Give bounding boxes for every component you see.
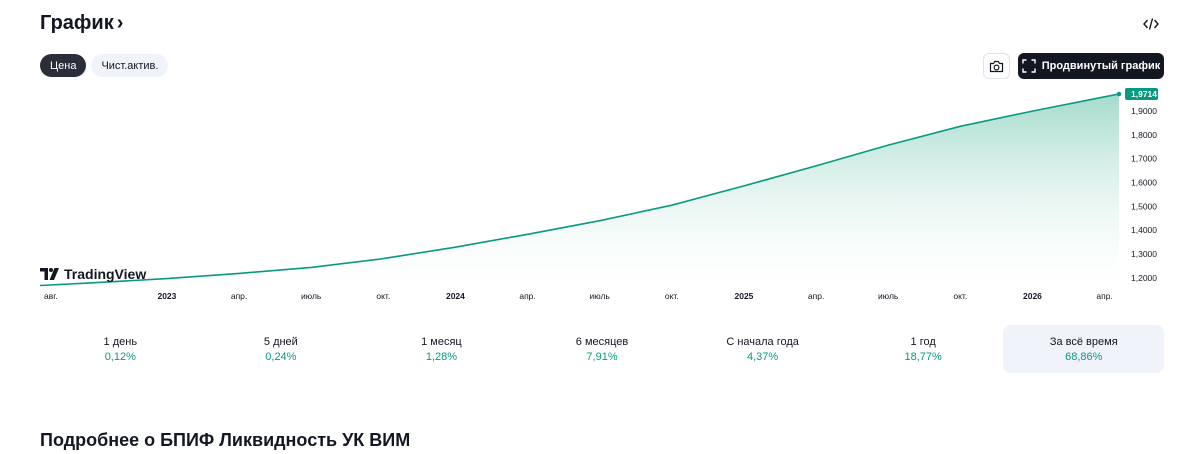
x-axis-tick-label: апр.: [808, 291, 824, 301]
period-item[interactable]: 5 дней 0,24%: [201, 325, 362, 373]
period-label: 5 дней: [263, 335, 298, 348]
period-change-value: 0,24%: [265, 350, 297, 363]
tradingview-logo-icon: [40, 268, 59, 280]
period-item[interactable]: 6 месяцев 7,91%: [522, 325, 683, 373]
x-axis-tick-label: апр.: [231, 291, 247, 301]
last-price-point: [1116, 91, 1122, 97]
x-axis-tick-label: окт.: [376, 291, 390, 301]
advanced-chart-label: Продвинутый график: [1041, 60, 1161, 72]
period-item[interactable]: За всё время 68,86%: [1003, 325, 1165, 373]
chevron-right-icon: ›: [116, 12, 124, 34]
fullscreen-icon: [1022, 59, 1036, 73]
section-title-text: График: [40, 12, 114, 34]
x-axis-tick-label: окт.: [665, 291, 679, 301]
camera-icon: [989, 60, 1004, 72]
y-axis-tick-label: 1,5000: [1131, 201, 1157, 211]
about-fund-heading: Подробнее о БПИФ Ликвидность УК ВИМ: [40, 430, 411, 450]
y-axis-tick-label: 1,4000: [1131, 225, 1157, 235]
period-label: С начала года: [726, 335, 799, 348]
x-axis-tick-label: 2024: [446, 291, 465, 301]
y-axis-tick-label: 1,9000: [1131, 106, 1157, 116]
last-price-label: 1,9714: [1131, 89, 1157, 99]
x-axis-tick-label: авг.: [44, 291, 58, 301]
chart-section-title[interactable]: График ›: [40, 12, 123, 35]
code-icon: [1143, 18, 1159, 30]
period-label: 1 день: [103, 335, 138, 348]
x-axis-tick-label: апр.: [1096, 291, 1112, 301]
period-label: 1 месяц: [421, 335, 462, 348]
y-axis-tick-label: 1,3000: [1131, 249, 1157, 259]
last-price-badge: [1125, 88, 1158, 101]
y-axis-tick-label: 1,7000: [1131, 154, 1157, 164]
price-chart[interactable]: 1,9000 1,8000 1,7000 1,6000 1,5000 1,4000 1,30…: [0, 88, 1200, 313]
price-line: [39, 93, 1120, 287]
period-label: 1 год: [910, 335, 936, 348]
x-axis-tick-label: июль: [590, 291, 611, 301]
period-change-value: 0,12%: [104, 350, 136, 363]
x-axis-tick-label: окт.: [953, 291, 967, 301]
period-label: За всё время: [1049, 335, 1118, 348]
y-axis-tick-label: 1,8000: [1131, 130, 1157, 140]
screenshot-button[interactable]: [983, 53, 1010, 79]
tab-net-assets[interactable]: Чист.актив.: [91, 54, 169, 77]
performance-periods: 1 день 0,12% 5 дней 0,24% 1 месяц 1,28% 6 меся…: [40, 325, 1165, 373]
y-axis-tick-label: 1,2000: [1131, 273, 1157, 283]
period-change-value: 68,86%: [1065, 350, 1103, 363]
y-axis-tick-label: 1,6000: [1131, 178, 1157, 188]
tab-price[interactable]: Цена: [40, 54, 87, 77]
tradingview-logo-text: TradingView: [64, 266, 147, 282]
embed-code-button[interactable]: [1140, 13, 1162, 35]
period-item[interactable]: 1 месяц 1,28%: [361, 325, 522, 373]
x-axis-tick-label: июль: [878, 291, 899, 301]
period-change-value: 4,37%: [747, 350, 779, 363]
chart-type-tabs: Цена Чист.актив.: [40, 54, 169, 77]
x-axis-tick-label: 2025: [734, 291, 753, 301]
price-area-fill: [40, 94, 1119, 286]
tradingview-logo[interactable]: TradingView: [40, 266, 146, 282]
period-change-value: 1,28%: [425, 350, 458, 363]
x-axis-tick-label: 2026: [1023, 291, 1042, 301]
period-label: 6 месяцев: [575, 335, 629, 348]
period-item[interactable]: 1 день 0,12%: [40, 325, 201, 373]
period-item[interactable]: С начала года 4,37%: [682, 325, 843, 373]
period-item[interactable]: 1 год 18,77%: [843, 325, 1004, 373]
advanced-chart-button[interactable]: Продвинутый график: [1018, 53, 1164, 79]
period-change-value: 18,77%: [904, 350, 942, 363]
x-axis-tick-label: 2023: [157, 291, 176, 301]
x-axis-tick-label: июль: [301, 291, 322, 301]
x-axis-tick-label: апр.: [519, 291, 535, 301]
period-change-value: 7,91%: [586, 350, 618, 363]
